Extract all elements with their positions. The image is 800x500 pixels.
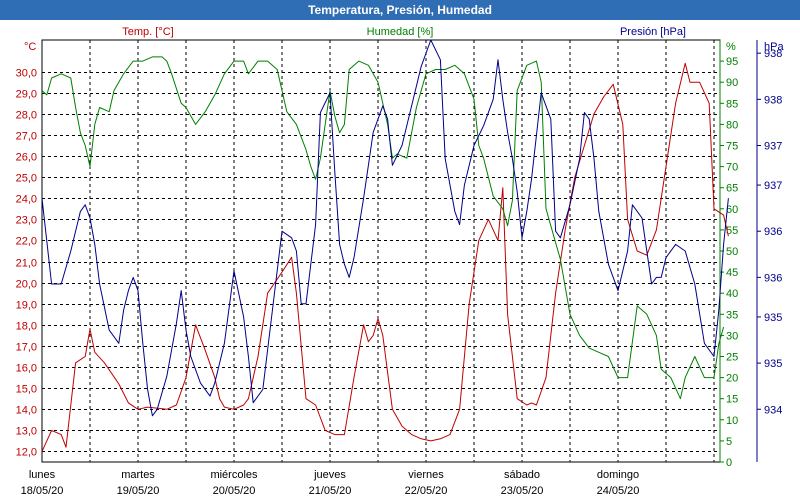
pressure-tick-label: 937 bbox=[764, 180, 782, 192]
x-day-label: viernes bbox=[408, 469, 444, 481]
temperature-tick-label: 22,0 bbox=[16, 236, 37, 248]
x-day-label: martes bbox=[121, 469, 155, 481]
x-date-label: 20/05/20 bbox=[213, 485, 256, 497]
chart-series bbox=[41, 39, 729, 452]
x-date-label: 23/05/20 bbox=[501, 485, 544, 497]
x-day-label: lunes bbox=[29, 469, 56, 481]
temperature-tick-label: 30,0 bbox=[16, 68, 37, 80]
temperature-tick-label: 17,0 bbox=[16, 342, 37, 354]
temperature-tick-label: 12,0 bbox=[16, 447, 37, 459]
humidity-tick-label: 75 bbox=[726, 141, 738, 153]
humidity-tick-label: 55 bbox=[726, 225, 738, 237]
pressure-line bbox=[41, 39, 729, 417]
pressure-tick-label: 935 bbox=[764, 312, 782, 324]
temperature-legend: Temp. [°C] bbox=[122, 26, 173, 38]
x-date-label: 19/05/20 bbox=[117, 485, 160, 497]
humidity-tick-label: 35 bbox=[726, 309, 738, 321]
humidity-tick-label: 40 bbox=[726, 288, 738, 300]
humidity-tick-label: 80 bbox=[726, 119, 738, 131]
humidity-tick-label: 70 bbox=[726, 162, 738, 174]
humidity-tick-label: 90 bbox=[726, 77, 738, 89]
temperature-tick-label: 21,0 bbox=[16, 258, 37, 270]
pressure-tick-label: 938 bbox=[764, 94, 782, 106]
humidity-tick-label: 50 bbox=[726, 246, 738, 258]
humidity-tick-label: 45 bbox=[726, 267, 738, 279]
temperature-line bbox=[41, 62, 729, 452]
x-day-label: miércoles bbox=[210, 469, 258, 481]
pressure-tick-label: 936 bbox=[764, 226, 782, 238]
humidity-tick-label: 15 bbox=[726, 394, 738, 406]
temperature-tick-label: 16,0 bbox=[16, 363, 37, 375]
x-date-label: 18/05/20 bbox=[21, 485, 64, 497]
pressure-tick-label: 934 bbox=[764, 404, 782, 416]
humidity-tick-label: 85 bbox=[726, 98, 738, 110]
humidity-tick-label: 65 bbox=[726, 183, 738, 195]
window-title: Temperatura, Presión, Humedad bbox=[0, 0, 800, 20]
chart-legends: Temp. [°C] Humedad [%] Presión [hPa] bbox=[122, 26, 686, 38]
x-day-label: sábado bbox=[504, 469, 540, 481]
humidity-tick-label: 20 bbox=[726, 373, 738, 385]
temperature-tick-label: 29,0 bbox=[16, 89, 37, 101]
temperature-tick-label: 18,0 bbox=[16, 321, 37, 333]
humidity-tick-label: 25 bbox=[726, 352, 738, 364]
pressure-tick-label: 938 bbox=[764, 48, 782, 60]
temperature-tick-label: 27,0 bbox=[16, 131, 37, 143]
pressure-tick-label: 936 bbox=[764, 272, 782, 284]
x-date-label: 24/05/20 bbox=[597, 485, 640, 497]
temperature-tick-label: 25,0 bbox=[16, 173, 37, 185]
temperature-tick-label: 14,0 bbox=[16, 405, 37, 417]
chart-grid bbox=[41, 39, 721, 463]
x-day-label: jueves bbox=[313, 469, 346, 481]
temperature-tick-label: 20,0 bbox=[16, 279, 37, 291]
humidity-tick-label: 0 bbox=[726, 457, 732, 469]
temperature-tick-label: 28,0 bbox=[16, 110, 37, 122]
pressure-unit-label: hPa bbox=[764, 41, 784, 53]
temperature-tick-label: 19,0 bbox=[16, 300, 37, 312]
temperature-tick-label: 15,0 bbox=[16, 384, 37, 396]
pressure-tick-label: 935 bbox=[764, 358, 782, 370]
humidity-unit-label: % bbox=[726, 41, 736, 53]
x-date-label: 21/05/20 bbox=[309, 485, 352, 497]
temperature-tick-label: 23,0 bbox=[16, 215, 37, 227]
x-day-label: domingo bbox=[597, 469, 639, 481]
temperature-tick-label: 26,0 bbox=[16, 152, 37, 164]
temperature-tick-label: 24,0 bbox=[16, 194, 37, 206]
temperature-unit-label: °C bbox=[24, 41, 36, 53]
humidity-tick-label: 60 bbox=[726, 204, 738, 216]
x-date-label: 22/05/20 bbox=[405, 485, 448, 497]
humidity-line bbox=[41, 56, 725, 400]
humidity-tick-label: 10 bbox=[726, 415, 738, 427]
pressure-tick-label: 937 bbox=[764, 141, 782, 153]
humidity-tick-label: 5 bbox=[726, 436, 732, 448]
chart-axes: 12,0 13,0 14,0 15,0 16,0 17,0 18,0 19,0 20,0 21,0… bbox=[16, 40, 784, 497]
humidity-legend: Humedad [%] bbox=[367, 26, 434, 38]
pressure-legend: Presión [hPa] bbox=[620, 26, 686, 38]
humidity-tick-label: 30 bbox=[726, 330, 738, 342]
temperature-tick-label: 13,0 bbox=[16, 426, 37, 438]
humidity-tick-label: 95 bbox=[726, 56, 738, 68]
